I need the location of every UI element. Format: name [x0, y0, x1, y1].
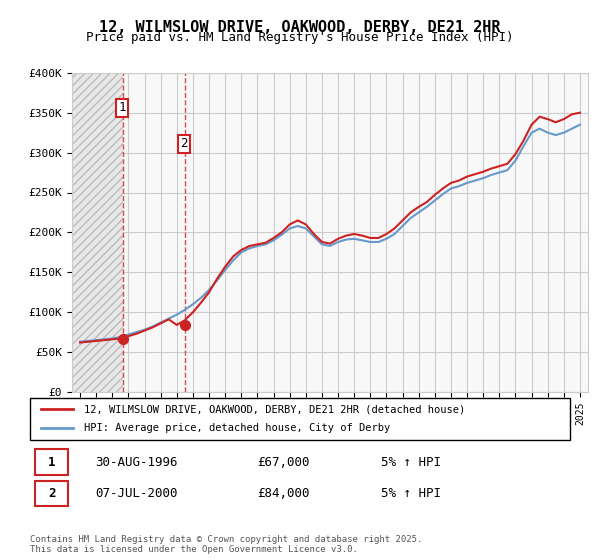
Text: Price paid vs. HM Land Registry's House Price Index (HPI): Price paid vs. HM Land Registry's House …: [86, 31, 514, 44]
Text: 2: 2: [48, 487, 55, 500]
Bar: [72, 73, 123, 392]
Text: 1: 1: [48, 455, 55, 469]
Text: 5% ↑ HPI: 5% ↑ HPI: [381, 487, 441, 500]
Text: HPI: Average price, detached house, City of Derby: HPI: Average price, detached house, City…: [84, 423, 390, 433]
FancyBboxPatch shape: [35, 449, 68, 475]
Text: 12, WILMSLOW DRIVE, OAKWOOD, DERBY, DE21 2HR (detached house): 12, WILMSLOW DRIVE, OAKWOOD, DERBY, DE21…: [84, 404, 465, 414]
Text: £67,000: £67,000: [257, 455, 310, 469]
FancyBboxPatch shape: [35, 481, 68, 506]
Text: 1: 1: [118, 101, 125, 114]
Text: 2: 2: [181, 137, 188, 150]
Text: 07-JUL-2000: 07-JUL-2000: [95, 487, 178, 500]
Text: Contains HM Land Registry data © Crown copyright and database right 2025.
This d: Contains HM Land Registry data © Crown c…: [30, 535, 422, 554]
Text: 5% ↑ HPI: 5% ↑ HPI: [381, 455, 441, 469]
FancyBboxPatch shape: [30, 398, 570, 440]
Text: 12, WILMSLOW DRIVE, OAKWOOD, DERBY, DE21 2HR: 12, WILMSLOW DRIVE, OAKWOOD, DERBY, DE21…: [99, 20, 501, 35]
Text: £84,000: £84,000: [257, 487, 310, 500]
Text: 30-AUG-1996: 30-AUG-1996: [95, 455, 178, 469]
